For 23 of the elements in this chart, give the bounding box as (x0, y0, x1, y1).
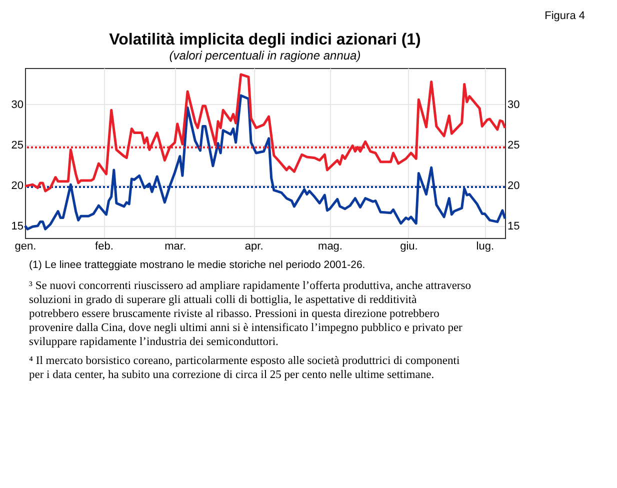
x-tick-label: lug. (476, 240, 494, 252)
x-tick-label: mag. (318, 240, 342, 252)
text: ³ Se nuovi concorrenti riuscissero ad ampliare rapidamente l’offerta produttiva, anche attraverso soluzioni in grado di superare gli attuali colli di bottiglia, le aspettative di redditività potrebbero essere bruscamente riviste al ribasso. Pressioni in questa direzione potrebbero provenire dalla Cina, dove negli ultimi anni si è intensificato l’impegno pubblico e privato per sviluppare rapidamente l’industria dei semiconduttori. (29, 280, 472, 348)
line-series (24, 73, 506, 192)
y-tick-label: 15 (11, 220, 24, 232)
y2-tick-label: 15 (508, 220, 520, 232)
text: ⁴ Il mercato borsistico coreano, particolarmente esposto alle società produttrici di componenti per i data center, ha subito una correzione di circa il 25 per cento nelle ultime settimane. (29, 355, 460, 381)
x-tick-label: giu. (400, 240, 418, 252)
x-tick-label: gen. (14, 240, 36, 252)
x-tick-label: feb. (95, 240, 114, 252)
text: Figura 4 (544, 10, 585, 22)
chart-subtitle: (valori percentuali in ragione annua) (169, 48, 361, 62)
y2-tick-label: 25 (508, 139, 520, 152)
y2-tick-label: 20 (508, 180, 520, 192)
chart-title: Volatilità implicita degli indici azionari (1) (109, 31, 421, 48)
line-series (24, 94, 506, 230)
text: (1) Le linee tratteggiate mostrano le medie storiche nel periodo 2001-26. (29, 259, 366, 271)
y-tick-label: 25 (11, 139, 24, 152)
y-tick-label: 20 (11, 180, 24, 192)
x-tick-label: apr. (244, 240, 264, 252)
x-tick-label: mar. (164, 240, 186, 252)
y2-tick-label: 30 (508, 98, 520, 111)
y-tick-label: 30 (11, 98, 24, 111)
